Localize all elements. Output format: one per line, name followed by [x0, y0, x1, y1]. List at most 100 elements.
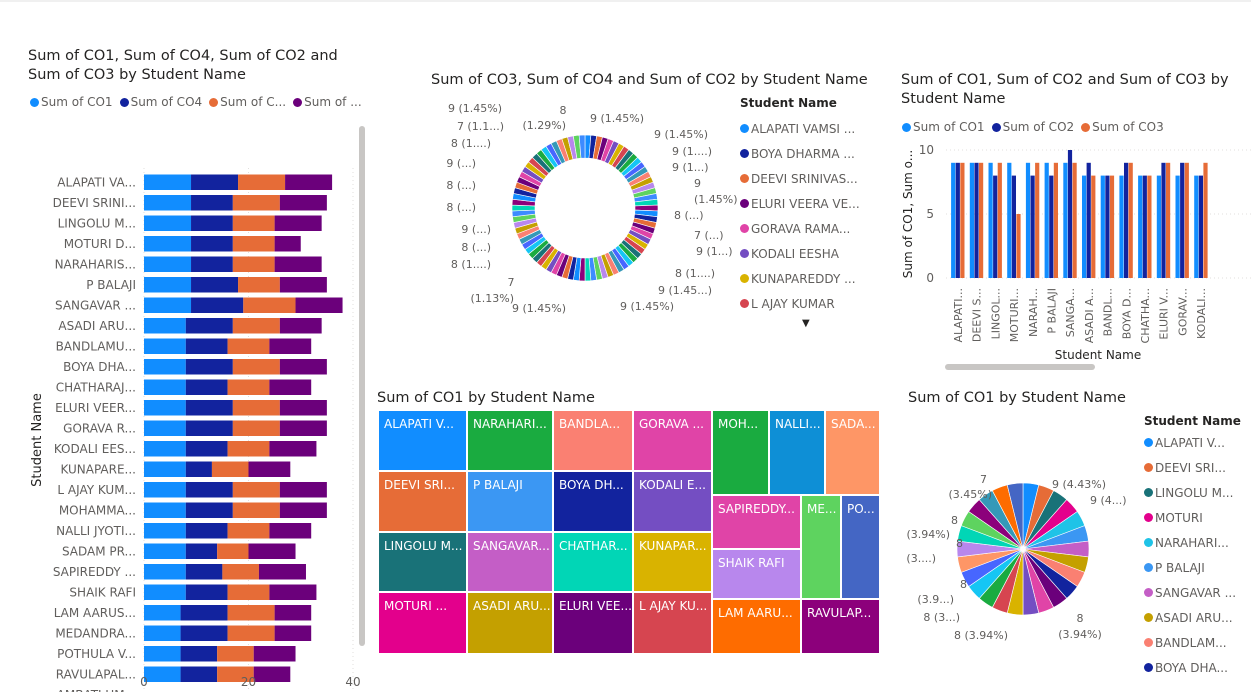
bar-segment[interactable]	[185, 584, 228, 601]
bar-segment[interactable]	[269, 379, 312, 396]
bar-segment[interactable]	[185, 420, 233, 437]
column-bar[interactable]	[1035, 162, 1040, 278]
treemap-cell[interactable]: ASADI ARU...	[467, 592, 553, 654]
bar-segment[interactable]	[144, 461, 186, 478]
column-bar[interactable]	[955, 162, 960, 278]
bar-segment[interactable]	[185, 482, 233, 498]
bar-segment[interactable]	[222, 564, 259, 580]
treemap-cell[interactable]: BOYA DH...	[553, 471, 633, 532]
bar-segment[interactable]	[144, 564, 186, 580]
column-bar[interactable]	[1142, 175, 1147, 278]
legend-item[interactable]: KODALI EESHA	[740, 241, 860, 266]
column-bar[interactable]	[1030, 175, 1035, 278]
column-bar[interactable]	[1063, 162, 1068, 278]
column-bar[interactable]	[1067, 150, 1073, 278]
bar-segment[interactable]	[274, 236, 301, 252]
treemap-cell[interactable]: SADA...	[825, 410, 880, 495]
treemap-cell[interactable]: ELURI VEE...	[553, 592, 633, 654]
bar-segment[interactable]	[248, 543, 296, 560]
column-bar[interactable]	[1082, 175, 1087, 278]
column-bar[interactable]	[1105, 175, 1110, 278]
column-bar[interactable]	[1203, 162, 1208, 278]
column-bar[interactable]	[1194, 175, 1199, 278]
legend-item[interactable]: GORAVA RAMA...	[740, 216, 860, 241]
pie-slice[interactable]	[1006, 482, 1024, 550]
column-bar[interactable]	[974, 162, 979, 278]
bar-segment[interactable]	[243, 297, 296, 314]
bar-segment[interactable]	[144, 482, 186, 498]
bar-segment[interactable]	[144, 236, 192, 252]
bar-segment[interactable]	[211, 461, 249, 478]
bar-segment[interactable]	[227, 625, 275, 642]
bar-segment[interactable]	[191, 215, 233, 232]
bar-segment[interactable]	[217, 646, 254, 662]
bar-segment[interactable]	[185, 502, 233, 519]
column-scrollbar[interactable]	[945, 364, 1095, 370]
bar-segment[interactable]	[180, 666, 218, 683]
bar-segment[interactable]	[185, 564, 223, 580]
bar-segment[interactable]	[144, 338, 186, 355]
column-bar[interactable]	[1044, 162, 1049, 278]
bar-segment[interactable]	[144, 379, 186, 396]
legend-item-co2[interactable]: Sum of CO2	[991, 120, 1074, 134]
bar-segment[interactable]	[144, 646, 181, 662]
bar-segment[interactable]	[279, 277, 327, 293]
bar-segment[interactable]	[227, 584, 270, 601]
bar-segment[interactable]	[238, 174, 286, 191]
legend-item[interactable]: ALAPATI VAMSI ...	[740, 116, 860, 141]
column-bar[interactable]	[1086, 162, 1091, 278]
bar-segment[interactable]	[185, 543, 218, 560]
bar-segment[interactable]	[144, 625, 181, 642]
treemap-cell[interactable]: LAM AARU...	[712, 599, 801, 654]
bar-segment[interactable]	[185, 318, 233, 334]
column-bar[interactable]	[988, 162, 993, 278]
legend-item[interactable]: DEEVI SRINIVAS...	[740, 166, 860, 191]
bar-segment[interactable]	[279, 195, 327, 211]
bar-segment[interactable]	[269, 338, 312, 355]
bar-segment[interactable]	[191, 297, 244, 314]
column-bar[interactable]	[1007, 162, 1012, 278]
bar-segment[interactable]	[232, 195, 280, 211]
bar-segment[interactable]	[191, 174, 239, 191]
treemap-cell[interactable]: LINGOLU M...	[378, 532, 467, 592]
column-bar[interactable]	[1124, 162, 1129, 278]
bar-segment[interactable]	[269, 584, 317, 601]
treemap-cell[interactable]: SANGAVAR...	[467, 532, 553, 592]
legend-item[interactable]: SANGAVAR ...	[1144, 580, 1241, 605]
column-bar[interactable]	[1072, 162, 1077, 278]
legend-item[interactable]: DEEVI SRI...	[1144, 455, 1241, 480]
column-bar[interactable]	[1100, 175, 1105, 278]
treemap-cell[interactable]: KUNAPAR...	[633, 532, 712, 592]
bar-segment[interactable]	[248, 461, 291, 478]
bar-segment[interactable]	[295, 297, 343, 314]
legend-item[interactable]: NARAHARI...	[1144, 530, 1241, 555]
bar-segment[interactable]	[144, 605, 181, 621]
legend-item[interactable]: KUNAPAREDDY ...	[740, 266, 860, 291]
legend-item-co4[interactable]: Sum of CO4	[119, 95, 202, 109]
bar-segment[interactable]	[232, 420, 280, 437]
bar-segment[interactable]	[144, 359, 186, 375]
bar-segment[interactable]	[144, 666, 181, 683]
legend-item[interactable]: BOYA DHARMA ...	[740, 141, 860, 166]
bar-segment[interactable]	[274, 256, 322, 273]
bar-segment[interactable]	[144, 441, 186, 457]
bar-segment[interactable]	[217, 543, 249, 560]
bar-segment[interactable]	[144, 420, 186, 437]
bar-segment[interactable]	[144, 318, 186, 334]
bar-segment[interactable]	[227, 605, 275, 621]
treemap-cell[interactable]: P BALAJI	[467, 471, 553, 532]
bar-segment[interactable]	[180, 605, 228, 621]
legend-item[interactable]: L AJAY KUMAR	[740, 291, 860, 316]
column-bar[interactable]	[1128, 162, 1133, 278]
legend-item[interactable]: MOTURI	[1144, 505, 1241, 530]
treemap-cell[interactable]: DEEVI SRI...	[378, 471, 467, 532]
bar-segment[interactable]	[227, 379, 270, 396]
bar-segment[interactable]	[185, 461, 212, 478]
bar-segment[interactable]	[269, 523, 312, 539]
legend-item[interactable]: ASADI ARU...	[1144, 605, 1241, 630]
treemap-cell[interactable]: KODALI E...	[633, 471, 712, 532]
bar-segment[interactable]	[144, 502, 186, 519]
bar-segment[interactable]	[185, 523, 228, 539]
bar-segment[interactable]	[144, 277, 192, 293]
legend-item[interactable]: BOYA DHA...	[1144, 655, 1241, 680]
